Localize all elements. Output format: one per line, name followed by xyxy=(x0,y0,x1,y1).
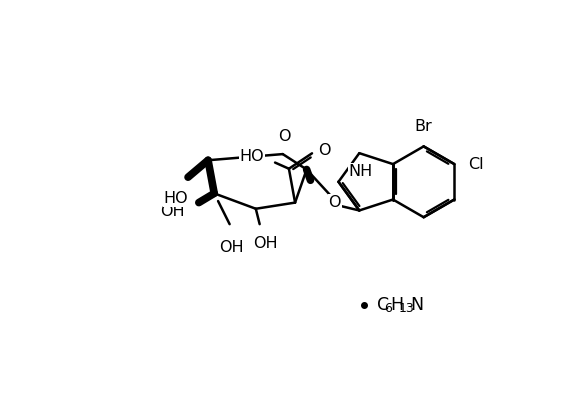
Text: 6: 6 xyxy=(385,302,392,315)
Text: N: N xyxy=(411,296,424,314)
Text: O: O xyxy=(328,195,341,210)
Text: Br: Br xyxy=(415,119,432,134)
Text: O: O xyxy=(318,143,331,158)
Text: C: C xyxy=(377,296,389,314)
Text: HO: HO xyxy=(240,149,264,164)
Text: H: H xyxy=(390,296,404,314)
Text: 13: 13 xyxy=(399,302,415,315)
Text: Cl: Cl xyxy=(468,157,484,172)
Text: OH: OH xyxy=(160,205,185,220)
Text: HO: HO xyxy=(163,191,188,206)
Text: OH: OH xyxy=(219,240,243,255)
Text: OH: OH xyxy=(253,237,277,252)
Text: NH: NH xyxy=(348,164,373,179)
Text: O: O xyxy=(278,129,290,144)
